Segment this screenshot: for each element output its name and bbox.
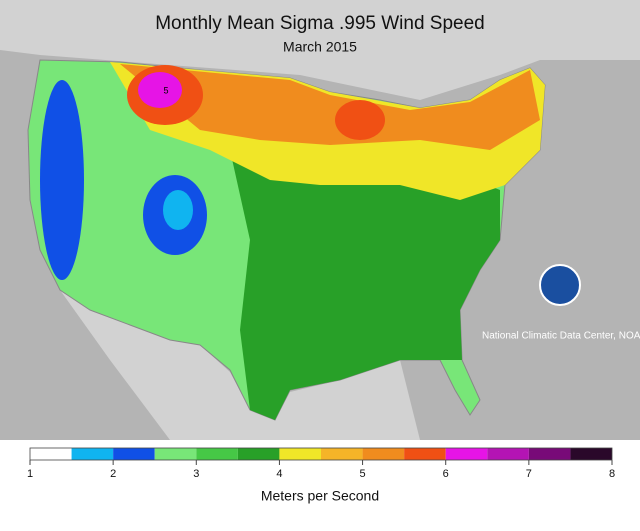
colorbar: 1 2 3 4 5 6 7 8 xyxy=(27,447,615,480)
colorbar-label: Meters per Second xyxy=(261,488,379,504)
region-red xyxy=(335,100,385,140)
colorbar-bin xyxy=(487,448,529,460)
noaa-logo xyxy=(539,264,581,306)
colorbar-bin xyxy=(570,448,612,460)
tick-label: 3 xyxy=(193,468,199,480)
region-light-blue xyxy=(163,190,193,230)
colorbar-bin xyxy=(362,448,405,460)
colorbar-frame xyxy=(29,447,613,461)
colorbar-bin xyxy=(196,448,238,460)
colorbar-bin xyxy=(154,448,197,460)
region-orange xyxy=(120,64,540,150)
region-dark-green xyxy=(230,150,500,420)
subtitle: March 2015 xyxy=(283,39,357,55)
tick-label: 5 xyxy=(360,468,366,480)
tick-label: 4 xyxy=(276,468,282,480)
credit: National Climatic Data Center, NOAA xyxy=(482,331,640,342)
map-annotation: 5 xyxy=(163,85,168,95)
title: Monthly Mean Sigma .995 Wind Speed xyxy=(155,13,485,34)
colorbar-bin xyxy=(71,448,114,460)
colorbar-bin xyxy=(321,448,363,460)
colorbar-bin xyxy=(528,448,571,460)
colorbar-bin xyxy=(30,448,72,460)
colorbar-bin xyxy=(113,448,155,460)
tick-label: 1 xyxy=(27,468,33,480)
colorbar-bin xyxy=(445,448,488,460)
colorbar-bin xyxy=(279,448,321,460)
tick-label: 6 xyxy=(443,468,449,480)
canada xyxy=(0,0,640,100)
tick-label: 2 xyxy=(110,468,116,480)
region-blue xyxy=(40,80,84,280)
colorbar-bin xyxy=(237,448,280,460)
tick-label: 7 xyxy=(526,468,532,480)
region-magenta xyxy=(138,72,182,108)
colorbar-bin xyxy=(404,448,446,460)
tick-label: 8 xyxy=(609,468,615,480)
mexico xyxy=(60,290,420,440)
